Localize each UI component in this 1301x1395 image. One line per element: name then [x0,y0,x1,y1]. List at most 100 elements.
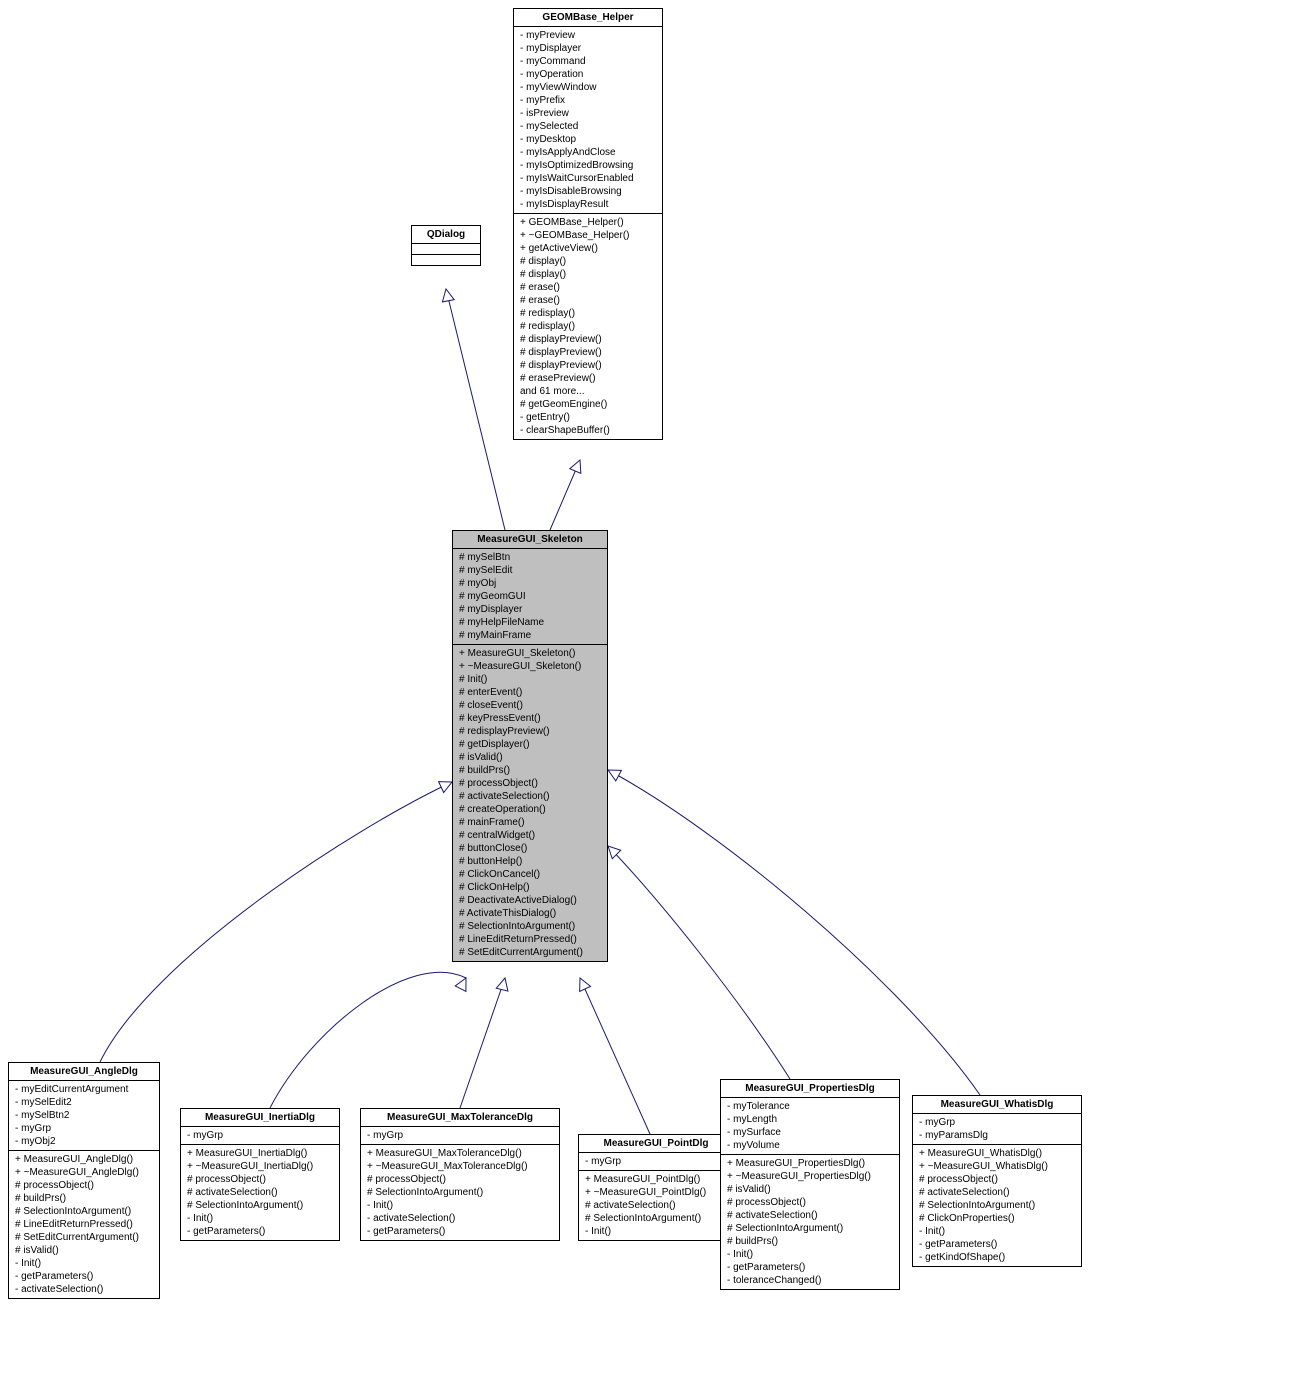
operation-row: - Init() [919,1225,1075,1238]
operation-row: # redisplayPreview() [459,725,601,738]
class-attributes: # mySelBtn# mySelEdit# myObj# myGeomGUI#… [453,549,607,645]
class-operations [412,255,480,265]
attribute-row: - myGrp [585,1155,727,1168]
attribute-row: - myIsDisableBrowsing [520,185,656,198]
attribute-row: - myObj2 [15,1135,153,1148]
operation-row: + ~MeasureGUI_Skeleton() [459,660,601,673]
operation-row: # ClickOnHelp() [459,881,601,894]
class-measuregui_angledlg[interactable]: MeasureGUI_AngleDlg- myEditCurrentArgume… [8,1062,160,1299]
attribute-row: - myPrefix [520,94,656,107]
inheritance-arrowhead-icon [575,975,591,991]
attribute-row: - myGrp [367,1129,553,1142]
operation-row: # display() [520,255,656,268]
operation-row: # isValid() [15,1244,153,1257]
operation-row: - getEntry() [520,411,656,424]
operation-row: + ~MeasureGUI_MaxToleranceDlg() [367,1160,553,1173]
class-geombase_helper[interactable]: GEOMBase_Helper- myPreview- myDisplayer-… [513,8,663,440]
operation-row: + ~MeasureGUI_InertiaDlg() [187,1160,333,1173]
operation-row: # isValid() [727,1183,893,1196]
class-attributes: - myGrp [361,1127,559,1145]
operation-row: # ActivateThisDialog() [459,907,601,920]
attribute-row: # myObj [459,577,601,590]
attribute-row: - myTolerance [727,1100,893,1113]
operation-row: - getParameters() [727,1261,893,1274]
attribute-row: - myViewWindow [520,81,656,94]
operation-row: # SelectionIntoArgument() [367,1186,553,1199]
class-measuregui_inertiadlg[interactable]: MeasureGUI_InertiaDlg- myGrp+ MeasureGUI… [180,1108,340,1241]
operation-row: + ~MeasureGUI_AngleDlg() [15,1166,153,1179]
operation-row: - getParameters() [15,1270,153,1283]
operation-row: + ~MeasureGUI_PointDlg() [585,1186,727,1199]
operation-row: # processObject() [727,1196,893,1209]
operation-row: # SelectionIntoArgument() [727,1222,893,1235]
attribute-row: # mySelBtn [459,551,601,564]
class-operations: + MeasureGUI_WhatisDlg()+ ~MeasureGUI_Wh… [913,1145,1081,1266]
operation-row: # processObject() [367,1173,553,1186]
class-attributes [412,244,480,255]
attribute-row: - isPreview [520,107,656,120]
operation-row: # buttonHelp() [459,855,601,868]
operation-row: - toleranceChanged() [727,1274,893,1287]
class-attributes: - myEditCurrentArgument- mySelEdit2- myS… [9,1081,159,1151]
class-measuregui_whatisdlg[interactable]: MeasureGUI_WhatisDlg- myGrp- myParamsDlg… [912,1095,1082,1267]
attribute-row: - mySelEdit2 [15,1096,153,1109]
class-title: GEOMBase_Helper [514,9,662,27]
operation-row: # keyPressEvent() [459,712,601,725]
operation-row: - Init() [187,1212,333,1225]
class-title: MeasureGUI_WhatisDlg [913,1096,1081,1114]
operation-row: # display() [520,268,656,281]
uml-diagram: QDialog GEOMBase_Helper- myPreview- myDis… [0,0,1301,1395]
attribute-row: # mySelEdit [459,564,601,577]
operation-row: # getDisplayer() [459,738,601,751]
operation-row: # redisplay() [520,320,656,333]
class-attributes: - myGrp- myParamsDlg [913,1114,1081,1145]
class-title: MeasureGUI_InertiaDlg [181,1109,339,1127]
class-title: MeasureGUI_PointDlg [579,1135,733,1153]
operation-row: # buildPrs() [727,1235,893,1248]
class-measuregui_skeleton[interactable]: MeasureGUI_Skeleton# mySelBtn# mySelEdit… [452,530,608,962]
operation-row: - activateSelection() [15,1283,153,1296]
operation-row: # processObject() [15,1179,153,1192]
operation-row: # activateSelection() [187,1186,333,1199]
class-operations: + GEOMBase_Helper()+ ~GEOMBase_Helper()+… [514,214,662,439]
inheritance-edge [270,972,466,1108]
operation-row: # redisplay() [520,307,656,320]
inheritance-arrowhead-icon [496,977,511,992]
class-title: MeasureGUI_Skeleton [453,531,607,549]
inheritance-edge [608,846,790,1079]
attribute-row: - myCommand [520,55,656,68]
class-operations: + MeasureGUI_AngleDlg()+ ~MeasureGUI_Ang… [9,1151,159,1298]
operation-row: # erase() [520,294,656,307]
class-measuregui_maxtolerancedlg[interactable]: MeasureGUI_MaxToleranceDlg- myGrp+ Measu… [360,1108,560,1241]
operation-row: + MeasureGUI_PointDlg() [585,1173,727,1186]
operation-row: # processObject() [187,1173,333,1186]
class-title: MeasureGUI_AngleDlg [9,1063,159,1081]
class-measuregui_propertiesdlg[interactable]: MeasureGUI_PropertiesDlg - myTolerance - m… [720,1079,900,1290]
operation-row: + MeasureGUI_InertiaDlg() [187,1147,333,1160]
operation-row: # activateSelection() [727,1209,893,1222]
class-measuregui_pointdlg[interactable]: MeasureGUI_PointDlg - myGrp + MeasureGUI_P… [578,1134,734,1241]
operation-row: - getParameters() [187,1225,333,1238]
operation-row: # buttonClose() [459,842,601,855]
operation-row: # LineEditReturnPressed() [459,933,601,946]
operation-row: # SelectionIntoArgument() [15,1205,153,1218]
class-operations: + MeasureGUI_MaxToleranceDlg()+ ~Measure… [361,1145,559,1240]
operation-row: # SetEditCurrentArgument() [459,946,601,959]
attribute-row: - myOperation [520,68,656,81]
operation-row: + ~MeasureGUI_PropertiesDlg() [727,1170,893,1183]
attribute-row: - myVolume [727,1139,893,1152]
operation-row: # processObject() [459,777,601,790]
inheritance-edge [608,770,980,1095]
operation-row: - getKindOfShape() [919,1251,1075,1264]
class-operations: + MeasureGUI_PointDlg()+ ~MeasureGUI_Poi… [579,1171,733,1240]
operation-row: # enterEvent() [459,686,601,699]
operation-row: # displayPreview() [520,346,656,359]
class-title: MeasureGUI_PropertiesDlg [721,1080,899,1098]
operation-row: + MeasureGUI_PropertiesDlg() [727,1157,893,1170]
attribute-row: # myDisplayer [459,603,601,616]
operation-row: and 61 more... [520,385,656,398]
class-qdialog[interactable]: QDialog [411,225,481,266]
operation-row: # centralWidget() [459,829,601,842]
operation-row: + GEOMBase_Helper() [520,216,656,229]
inheritance-arrowhead-icon [570,458,586,474]
